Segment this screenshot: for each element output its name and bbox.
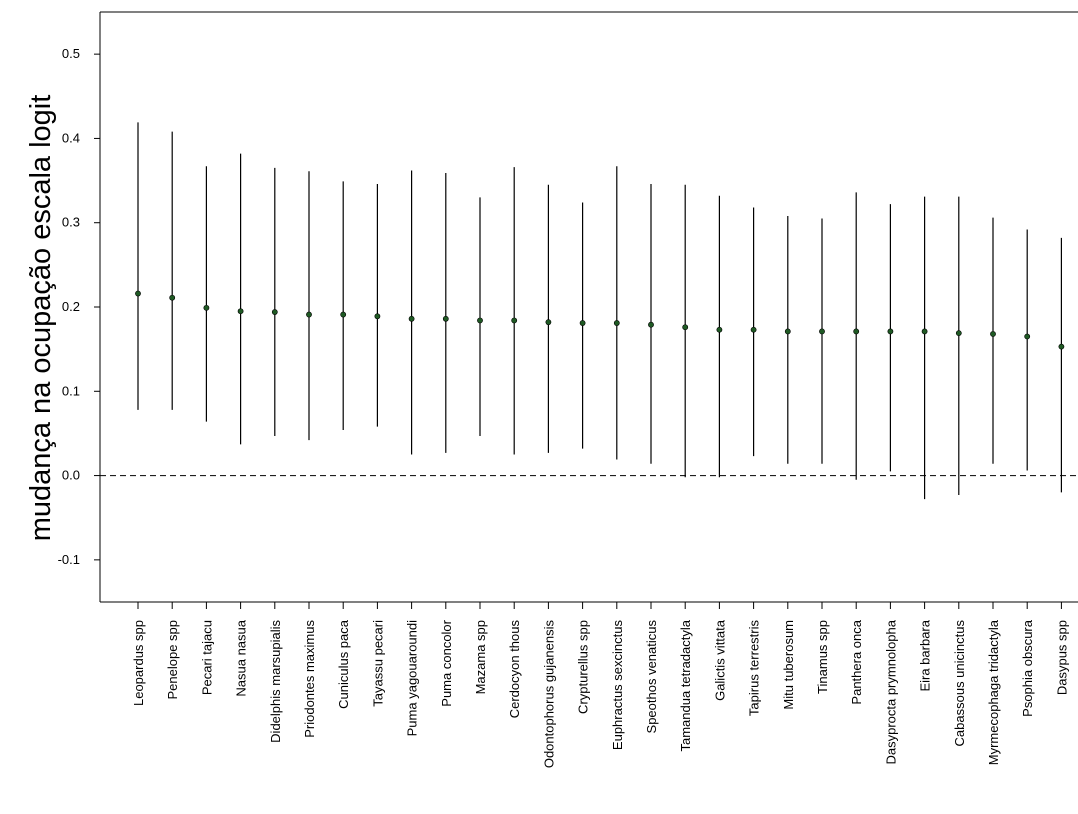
x-tick-label: Galictis vittata [712, 619, 727, 701]
x-tick-label: Eira barbara [918, 619, 933, 691]
estimate-point [408, 315, 415, 322]
y-tick-label: 0.1 [62, 383, 80, 398]
y-axis-label: mudança na ocupação escala logit [25, 95, 57, 542]
x-tick-label: Speothos venaticus [644, 620, 659, 734]
x-tick-label: Pecari tajacu [199, 620, 214, 695]
y-tick-label: 0.0 [62, 468, 80, 483]
estimate-point [819, 328, 825, 335]
x-tick-label: Tapirus terrestris [747, 620, 762, 717]
x-tick-label: Mazama spp [473, 620, 488, 694]
estimate-point [750, 326, 757, 333]
x-tick-label: Tayassu pecari [370, 620, 385, 707]
x-tick-label: Nasua nasua [234, 619, 249, 696]
estimate-point [237, 308, 244, 315]
estimate-point [374, 313, 381, 320]
estimate-point [784, 328, 791, 335]
estimate-point [579, 320, 586, 326]
x-tick-label: Psophia obscura [1020, 619, 1035, 717]
estimate-point [511, 317, 518, 324]
x-tick-label: Priodontes maximus [302, 620, 317, 738]
estimate-point [1058, 343, 1065, 350]
x-tick-label: Leopardus spp [131, 620, 146, 706]
x-tick-label: Tinamus spp [815, 620, 830, 694]
estimate-point [340, 311, 347, 318]
x-tick-label: Tamandua tetradactyla [678, 619, 693, 751]
estimate-point [921, 328, 928, 335]
x-tick-label: Puma concolor [439, 619, 454, 706]
estimate-point [545, 319, 552, 326]
estimate-point [271, 309, 278, 315]
estimate-point [203, 304, 210, 311]
y-tick-label: 0.4 [62, 130, 80, 145]
x-tick-label: Penelope spp [165, 620, 180, 700]
x-tick-label: Dasypus spp [1054, 620, 1069, 695]
estimate-point [477, 317, 483, 324]
x-tick-label: Cuniculus paca [336, 619, 351, 709]
estimate-point [1024, 333, 1031, 340]
x-tick-label: Cabassous unicinctus [952, 620, 967, 747]
x-tick-label: Crypturellus spp [576, 620, 591, 714]
estimate-point [442, 315, 449, 322]
x-tick-label: Didelphis marsupialis [268, 620, 283, 743]
y-tick-label: 0.3 [62, 215, 80, 230]
x-tick-label: Dasyprocta prymnolopha [883, 619, 898, 764]
estimate-point [955, 330, 962, 337]
estimate-point [169, 294, 176, 301]
x-tick-label: Cerdocyon thous [507, 620, 522, 719]
estimate-point [887, 328, 894, 335]
y-tick-label: -0.1 [58, 552, 80, 567]
x-tick-label: Odontophorus gujanensis [541, 620, 556, 769]
estimate-point [613, 320, 620, 326]
x-tick-label: Panthera onca [849, 619, 864, 704]
x-tick-label: Myrmecophaga tridactyla [986, 619, 1001, 765]
x-tick-label: Mitu tuberosum [781, 620, 796, 710]
x-tick-label: Euphractus sexcinctus [610, 620, 625, 751]
estimate-point [135, 290, 141, 297]
estimate-point [648, 321, 654, 328]
estimate-point [716, 326, 723, 333]
y-tick-label: 0.2 [62, 299, 80, 314]
estimate-point [990, 331, 996, 337]
estimate-point [853, 328, 860, 335]
x-tick-label: Puma yagouaroundi [405, 620, 420, 736]
y-tick-label: 0.5 [62, 46, 80, 61]
estimate-point [682, 324, 689, 331]
estimate-point [306, 311, 312, 318]
